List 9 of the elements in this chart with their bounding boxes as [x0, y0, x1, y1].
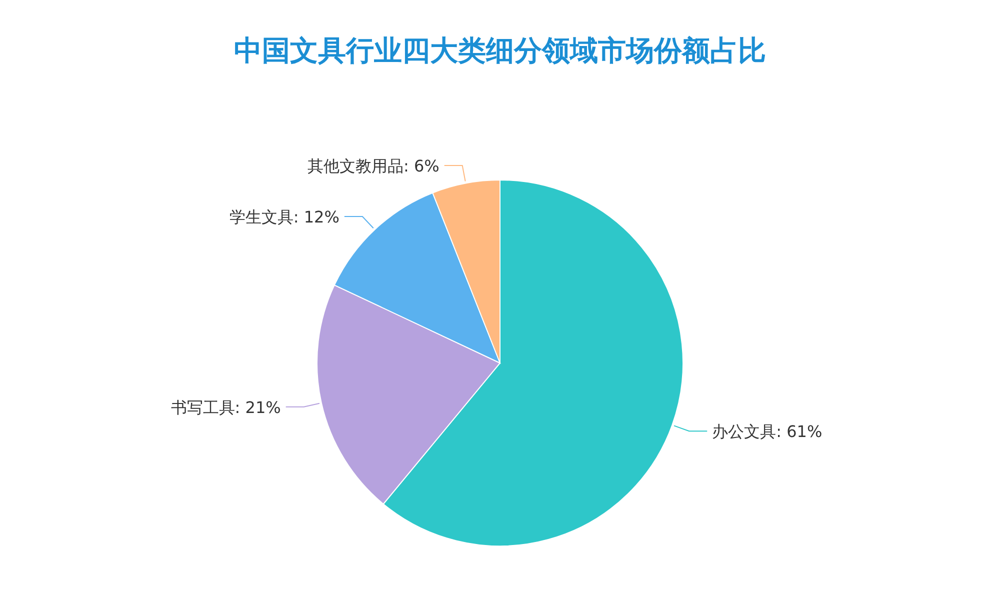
data-label: : 61%	[776, 422, 822, 442]
data-label: : 21%	[234, 398, 281, 417]
slice-label: 书写工具	[170, 398, 235, 417]
chart-title: 中国文具行业四大类细分领域市场份额占比	[234, 34, 766, 67]
slice-label: 学生文具	[229, 207, 294, 226]
data-label: : 6%	[403, 156, 440, 176]
slice-label: 办公文具	[712, 422, 776, 442]
data-label: : 12%	[293, 207, 340, 226]
slice-label: 其他文教用品	[307, 156, 404, 176]
